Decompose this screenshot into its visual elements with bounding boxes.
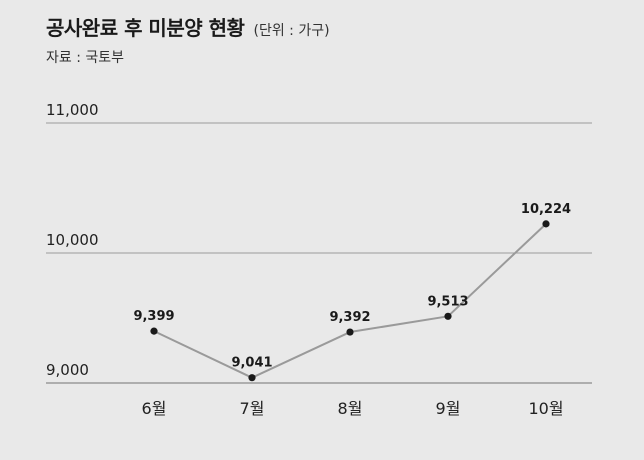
data-label: 10,224 bbox=[521, 202, 571, 217]
data-label: 9,399 bbox=[133, 309, 174, 324]
data-point bbox=[444, 312, 452, 320]
data-label: 9,513 bbox=[427, 294, 468, 309]
x-tick-label: 10월 bbox=[528, 399, 563, 418]
data-point bbox=[248, 374, 256, 382]
source-label: 자료 : 국토부 bbox=[46, 50, 125, 66]
y-tick-label: 11,000 bbox=[46, 101, 99, 119]
unit-label: (단위 : 가구) bbox=[253, 23, 330, 39]
data-point bbox=[150, 327, 158, 335]
data-label: 9,392 bbox=[329, 310, 370, 325]
y-tick-label: 9,000 bbox=[46, 361, 89, 379]
x-tick-label: 7월 bbox=[240, 399, 265, 418]
chart-title: 공사완료 후 미분양 현황 bbox=[46, 16, 245, 40]
x-tick-label: 9월 bbox=[436, 399, 461, 418]
y-tick-label: 10,000 bbox=[46, 231, 99, 249]
data-label: 9,041 bbox=[231, 356, 272, 371]
x-tick-label: 6월 bbox=[142, 399, 167, 418]
series-line bbox=[153, 223, 547, 379]
data-point bbox=[542, 220, 550, 228]
data-point bbox=[346, 328, 354, 336]
title-row: 공사완료 후 미분양 현황 (단위 : 가구) bbox=[46, 12, 330, 41]
x-tick-label: 8월 bbox=[338, 399, 363, 418]
